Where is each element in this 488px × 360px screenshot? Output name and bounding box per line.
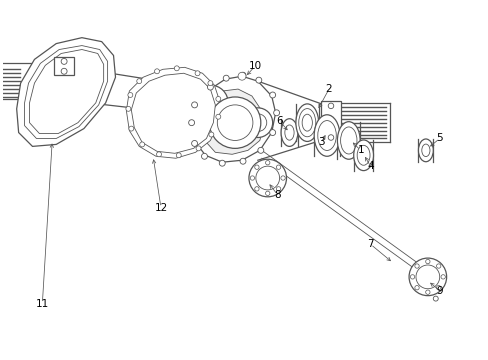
Text: 9: 9	[435, 286, 442, 296]
Ellipse shape	[317, 121, 336, 150]
Polygon shape	[126, 67, 220, 158]
Polygon shape	[17, 38, 115, 147]
Circle shape	[223, 75, 229, 81]
Circle shape	[238, 72, 245, 80]
Circle shape	[154, 69, 159, 74]
Circle shape	[215, 114, 220, 119]
Circle shape	[192, 85, 228, 121]
Circle shape	[129, 126, 134, 131]
Circle shape	[140, 142, 144, 147]
Ellipse shape	[418, 139, 432, 162]
Text: 7: 7	[366, 239, 373, 249]
Circle shape	[415, 265, 439, 289]
Circle shape	[61, 68, 67, 74]
Ellipse shape	[340, 127, 356, 154]
Polygon shape	[203, 89, 263, 154]
Ellipse shape	[281, 119, 297, 147]
Circle shape	[188, 120, 194, 126]
Circle shape	[414, 285, 418, 290]
Circle shape	[440, 275, 445, 279]
Polygon shape	[24, 46, 107, 139]
Polygon shape	[321, 101, 340, 143]
Circle shape	[425, 290, 429, 294]
Circle shape	[276, 187, 280, 191]
Text: 10: 10	[248, 61, 261, 71]
Circle shape	[250, 176, 254, 180]
Circle shape	[276, 165, 280, 169]
Ellipse shape	[298, 109, 315, 137]
Circle shape	[196, 146, 201, 151]
Circle shape	[191, 102, 197, 108]
Circle shape	[254, 165, 259, 169]
Ellipse shape	[314, 115, 339, 156]
Text: 2: 2	[325, 84, 332, 94]
Ellipse shape	[353, 140, 373, 171]
Ellipse shape	[421, 144, 429, 157]
Circle shape	[176, 153, 181, 158]
Circle shape	[248, 159, 286, 197]
Circle shape	[269, 130, 275, 135]
Circle shape	[44, 71, 64, 91]
Circle shape	[254, 187, 259, 191]
Circle shape	[240, 72, 245, 78]
Circle shape	[248, 114, 266, 131]
Circle shape	[191, 140, 197, 147]
Circle shape	[265, 191, 269, 195]
Circle shape	[195, 71, 200, 76]
Circle shape	[432, 296, 437, 301]
Circle shape	[408, 258, 446, 296]
Circle shape	[61, 58, 67, 64]
Circle shape	[409, 275, 414, 279]
Polygon shape	[192, 76, 275, 162]
Circle shape	[219, 160, 225, 166]
Circle shape	[207, 81, 212, 86]
Ellipse shape	[295, 104, 318, 141]
Text: 11: 11	[36, 298, 49, 309]
Text: 4: 4	[366, 161, 373, 171]
Ellipse shape	[302, 114, 312, 131]
Text: 12: 12	[154, 203, 167, 213]
Circle shape	[127, 93, 133, 98]
Circle shape	[240, 158, 245, 164]
Circle shape	[255, 77, 261, 83]
Circle shape	[207, 84, 213, 90]
Polygon shape	[54, 58, 74, 75]
Ellipse shape	[356, 145, 369, 165]
Ellipse shape	[337, 122, 359, 159]
Circle shape	[436, 285, 440, 290]
Circle shape	[327, 135, 333, 140]
Polygon shape	[29, 50, 103, 134]
Circle shape	[436, 264, 440, 268]
Circle shape	[209, 97, 260, 148]
Circle shape	[257, 147, 263, 153]
Circle shape	[327, 103, 333, 109]
Ellipse shape	[285, 125, 293, 140]
Circle shape	[265, 161, 269, 165]
Circle shape	[269, 92, 275, 98]
Circle shape	[215, 96, 220, 102]
Circle shape	[137, 79, 142, 84]
Text: 6: 6	[276, 116, 283, 126]
Circle shape	[273, 110, 279, 116]
Circle shape	[37, 63, 72, 99]
Circle shape	[217, 105, 252, 140]
Polygon shape	[131, 73, 215, 153]
Text: 3: 3	[317, 138, 324, 148]
Circle shape	[414, 264, 418, 268]
Text: 5: 5	[435, 134, 442, 144]
Circle shape	[174, 66, 179, 71]
Circle shape	[156, 152, 161, 157]
Circle shape	[425, 259, 429, 264]
Circle shape	[243, 108, 272, 138]
Circle shape	[280, 176, 285, 180]
Circle shape	[201, 153, 207, 159]
Circle shape	[200, 93, 220, 113]
Circle shape	[255, 166, 279, 190]
Circle shape	[208, 132, 213, 137]
Polygon shape	[212, 103, 251, 140]
Text: 1: 1	[357, 145, 363, 156]
Circle shape	[125, 106, 131, 111]
Text: 8: 8	[274, 190, 280, 200]
